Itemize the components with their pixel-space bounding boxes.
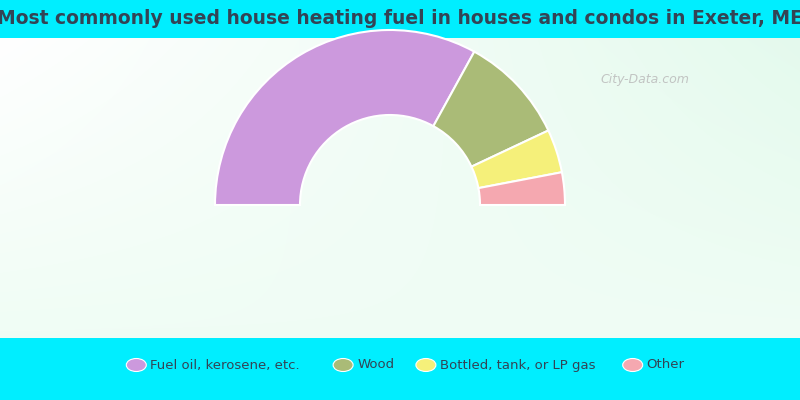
Bar: [0, 338, 800, 400]
Text: Fuel oil, kerosene, etc.: Fuel oil, kerosene, etc.: [150, 358, 300, 372]
Text: Wood: Wood: [357, 358, 394, 372]
Ellipse shape: [126, 358, 146, 372]
Wedge shape: [471, 130, 562, 188]
Bar: [0, 0, 800, 38]
Text: Other: Other: [646, 358, 685, 372]
Text: Most commonly used house heating fuel in houses and condos in Exeter, ME: Most commonly used house heating fuel in…: [0, 10, 800, 28]
Wedge shape: [434, 52, 548, 167]
Text: Bottled, tank, or LP gas: Bottled, tank, or LP gas: [440, 358, 595, 372]
Text: City-Data.com: City-Data.com: [601, 74, 690, 86]
Ellipse shape: [333, 358, 353, 372]
Ellipse shape: [622, 358, 642, 372]
Ellipse shape: [416, 358, 436, 372]
Wedge shape: [478, 172, 565, 205]
Wedge shape: [215, 30, 474, 205]
